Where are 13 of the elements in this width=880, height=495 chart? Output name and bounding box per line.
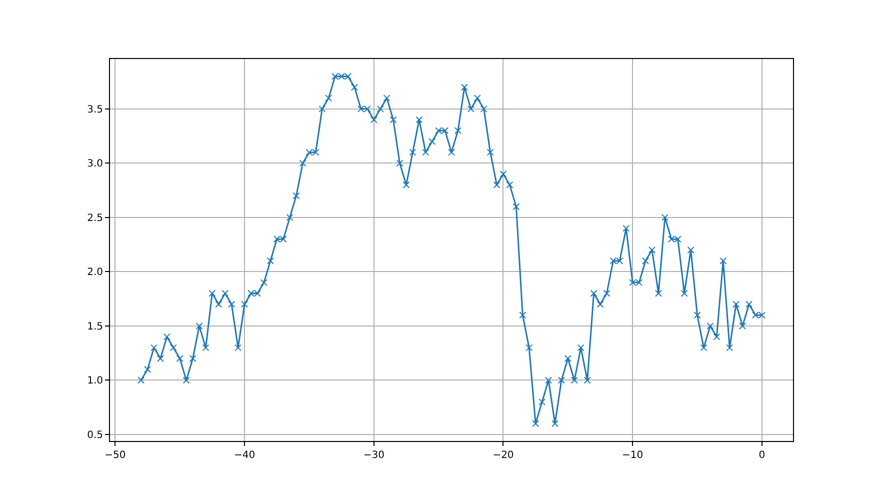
x-tick-label: −30: [363, 450, 384, 461]
x-tick-label: 0: [758, 450, 766, 461]
y-tick-label: 2.0: [87, 267, 103, 278]
y-tick-label: 0.5: [87, 430, 103, 441]
y-tick-label: 1.0: [87, 376, 103, 387]
x-tick-label: −40: [234, 450, 256, 461]
y-tick-label: 3.0: [87, 158, 103, 170]
y-tick-label: 3.5: [87, 104, 103, 116]
y-tick-label: 1.5: [87, 321, 103, 332]
y-tick-label: 2.5: [87, 212, 103, 224]
x-tick-label: −10: [622, 450, 644, 461]
x-tick-label: −20: [492, 450, 514, 461]
x-tick-label: −50: [104, 450, 126, 461]
